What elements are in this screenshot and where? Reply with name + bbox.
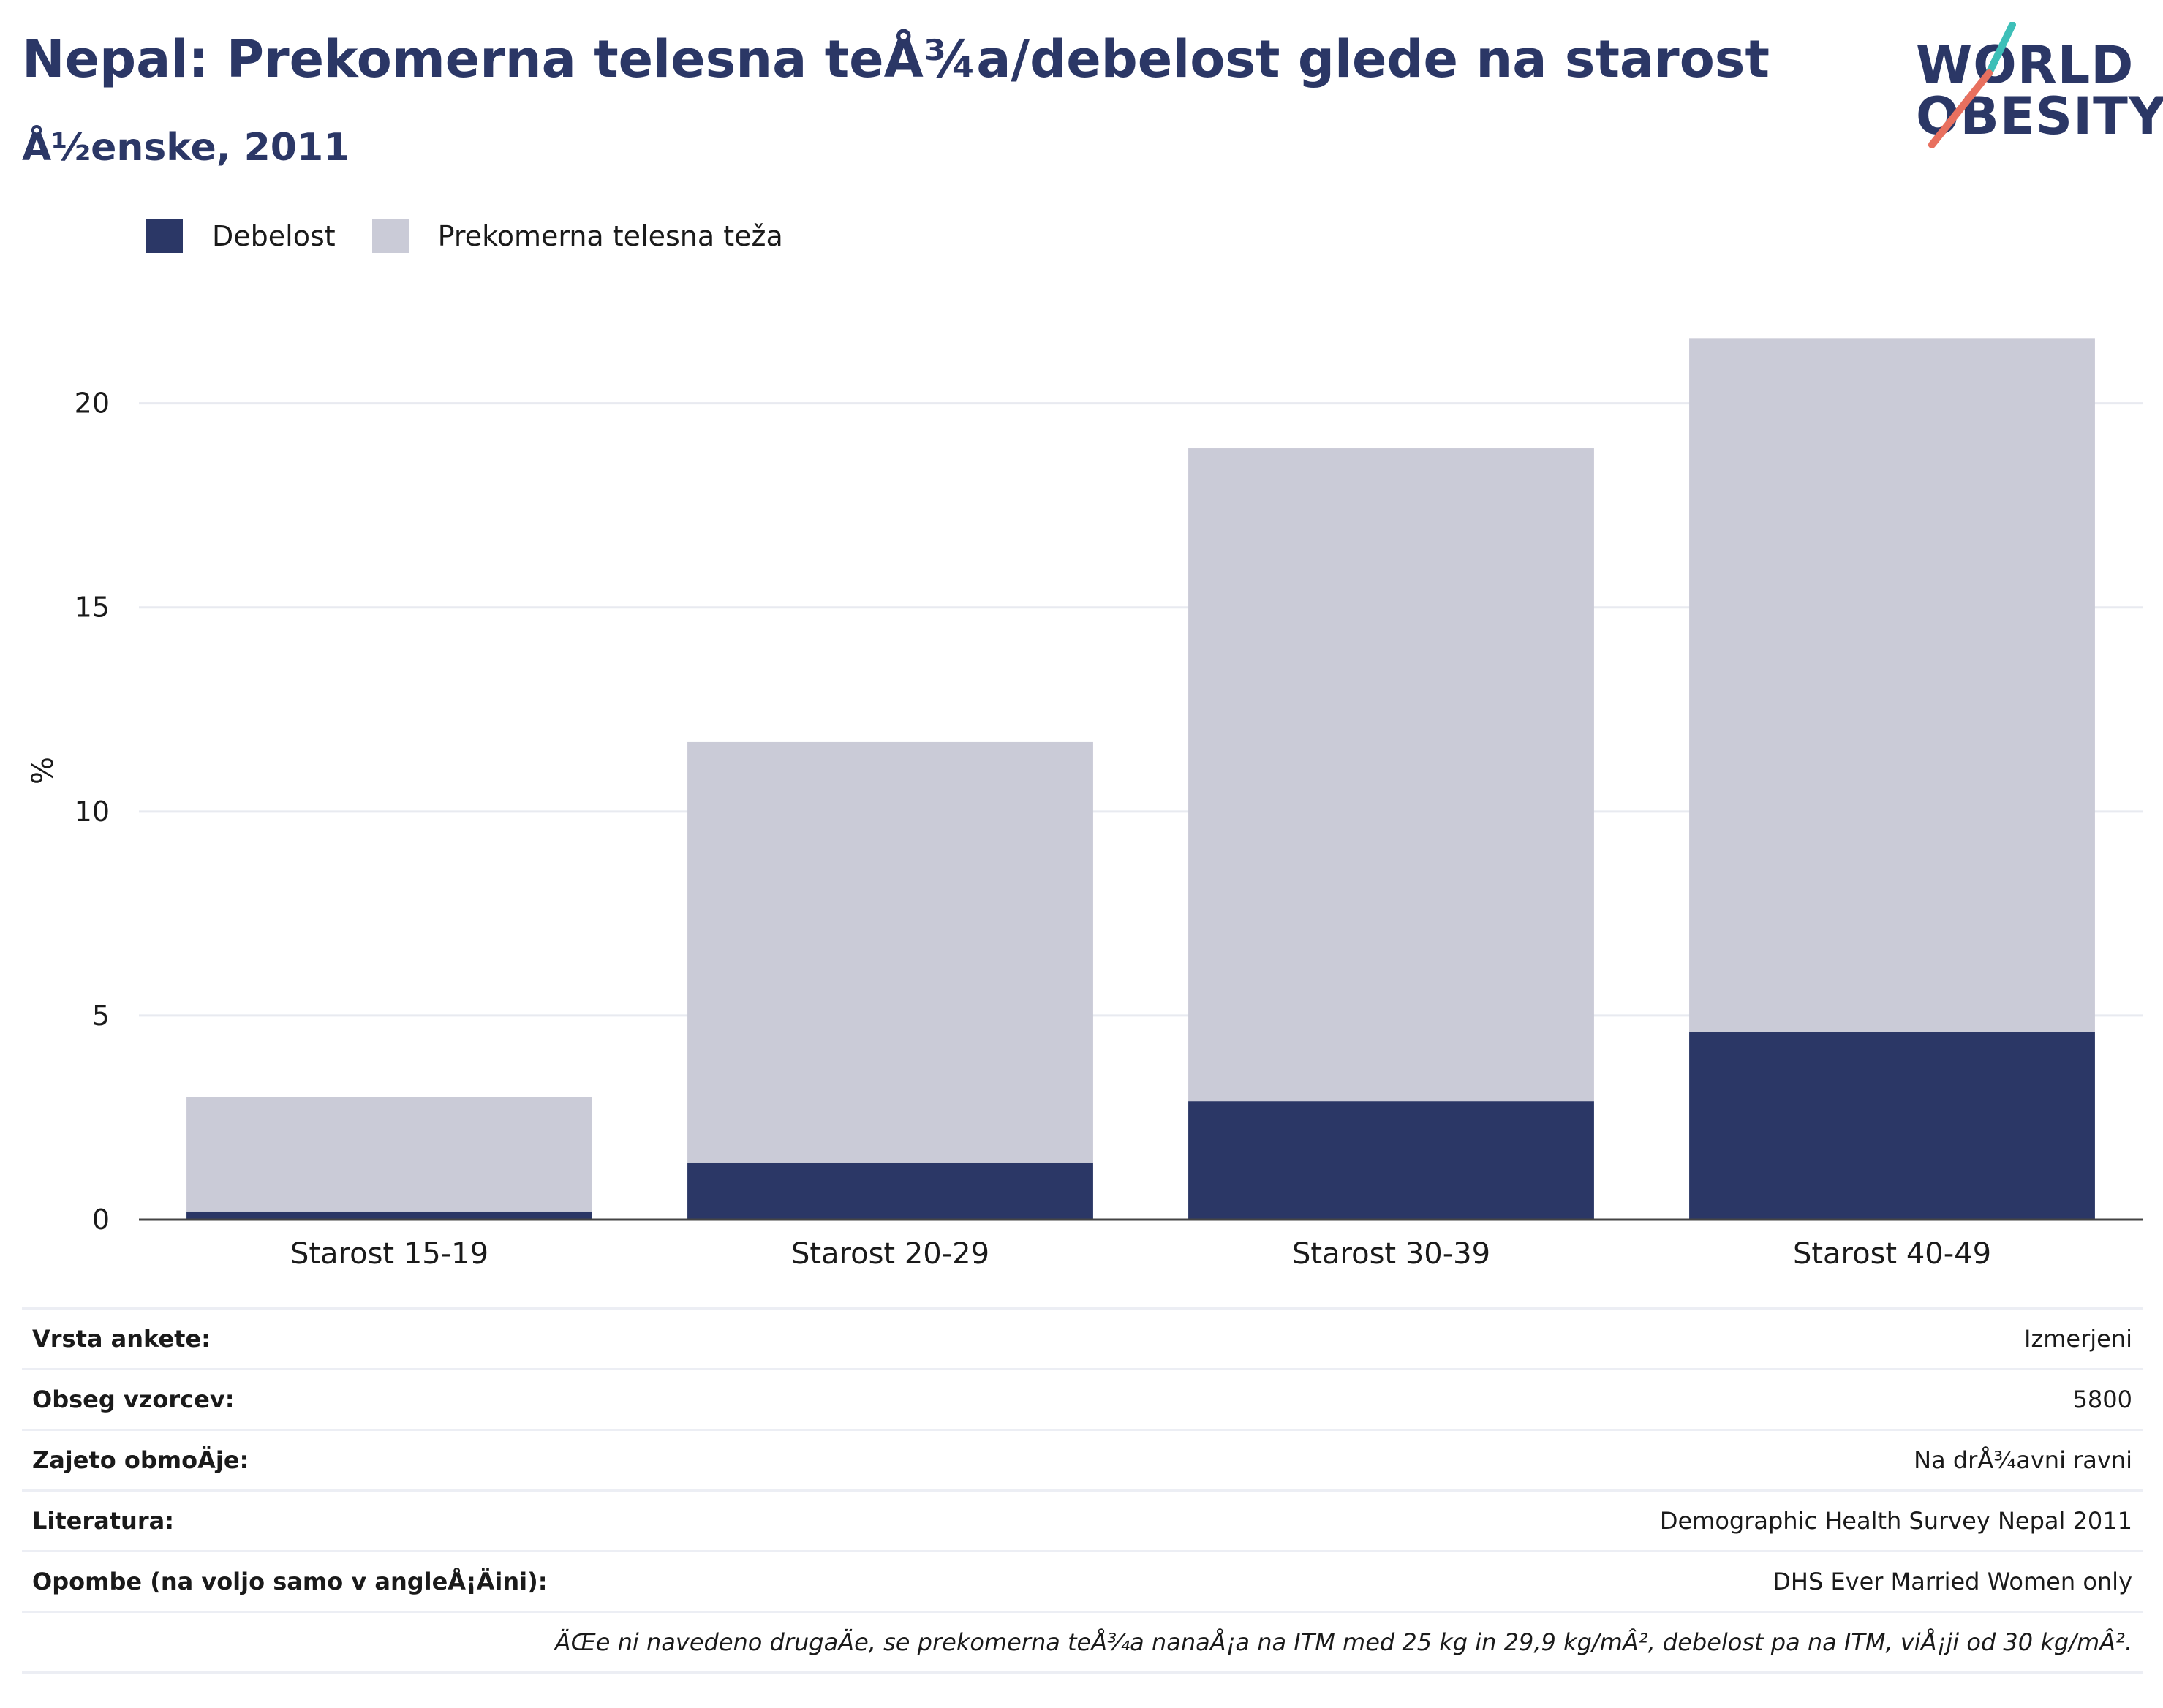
info-key: Vrsta ankete: <box>32 1325 211 1353</box>
legend-swatch-obesity <box>146 219 183 253</box>
logo-slash-icon <box>1928 22 2016 148</box>
bar-obesity <box>1689 1032 2095 1220</box>
info-value: Izmerjeni <box>2024 1325 2132 1353</box>
info-row-reference: Literatura: Demographic Health Survey Ne… <box>22 1492 2143 1552</box>
x-tick-label: Starost 40-49 <box>1793 1237 1991 1271</box>
y-axis-label: % <box>26 757 60 785</box>
y-tick-label: 5 <box>92 1000 110 1032</box>
definition-note: ÄŒe ni navedeno drugaÄe, se prekomerna t… <box>22 1613 2143 1674</box>
bar-overweight <box>687 741 1093 1163</box>
info-value: Demographic Health Survey Nepal 2011 <box>1659 1507 2132 1535</box>
info-value: DHS Ever Married Women only <box>1773 1568 2132 1595</box>
info-row-area-covered: Zajeto obmoÄje: Na drÅ¾avni ravni <box>22 1431 2143 1492</box>
bar-obesity <box>1188 1101 1594 1220</box>
info-key: Obseg vzorcev: <box>32 1386 235 1413</box>
survey-info-table: Vrsta ankete: Izmerjeni Obseg vzorcev: 5… <box>22 1307 2143 1674</box>
bar-obesity <box>687 1162 1093 1220</box>
info-key: Zajeto obmoÄje: <box>32 1446 249 1474</box>
legend-swatch-overweight <box>371 219 409 253</box>
y-tick-label: 15 <box>75 592 110 624</box>
legend-item-overweight: Prekomerna telesna teža <box>371 219 783 253</box>
legend-label-obesity: Debelost <box>212 220 336 252</box>
x-tick-label: Starost 20-29 <box>791 1237 989 1271</box>
info-row-notes: Opombe (na voljo samo v angleÅ¡Äini): DH… <box>22 1552 2143 1613</box>
legend-item-obesity: Debelost <box>146 219 336 253</box>
info-key: Literatura: <box>32 1507 174 1535</box>
bar-overweight <box>1689 338 2095 1032</box>
x-tick-label: Starost 30-39 <box>1292 1237 1490 1271</box>
y-tick-label: 10 <box>75 796 110 828</box>
bar-obesity <box>186 1211 592 1220</box>
bar-overweight <box>186 1097 592 1212</box>
info-value: Na drÅ¾avni ravni <box>1914 1446 2132 1474</box>
legend-label-overweight: Prekomerna telesna teža <box>437 220 783 252</box>
world-obesity-logo: WORLD OBESITY <box>1901 22 2163 154</box>
bar-overweight <box>1188 448 1594 1102</box>
y-tick-label: 0 <box>92 1203 110 1236</box>
chart-subtitle: Å½enske, 2011 <box>22 126 350 170</box>
chart-title: Nepal: Prekomerna telesna teÅ¾a/debelost… <box>22 29 1770 89</box>
logo-line-1: WORLD <box>1916 35 2134 95</box>
y-tick-label: 20 <box>75 388 110 420</box>
info-value: 5800 <box>2072 1386 2132 1413</box>
info-row-survey-type: Vrsta ankete: Izmerjeni <box>22 1310 2143 1370</box>
chart-legend: Debelost Prekomerna telesna teža <box>146 218 820 254</box>
info-row-sample-size: Obseg vzorcev: 5800 <box>22 1370 2143 1431</box>
stacked-bar-chart: 0 5 10 15 20% Starost 15-19 Starost 20-29 Staro… <box>26 338 2143 1271</box>
x-tick-label: Starost 15-19 <box>290 1237 488 1271</box>
info-key: Opombe (na voljo samo v angleÅ¡Äini): <box>32 1568 548 1595</box>
